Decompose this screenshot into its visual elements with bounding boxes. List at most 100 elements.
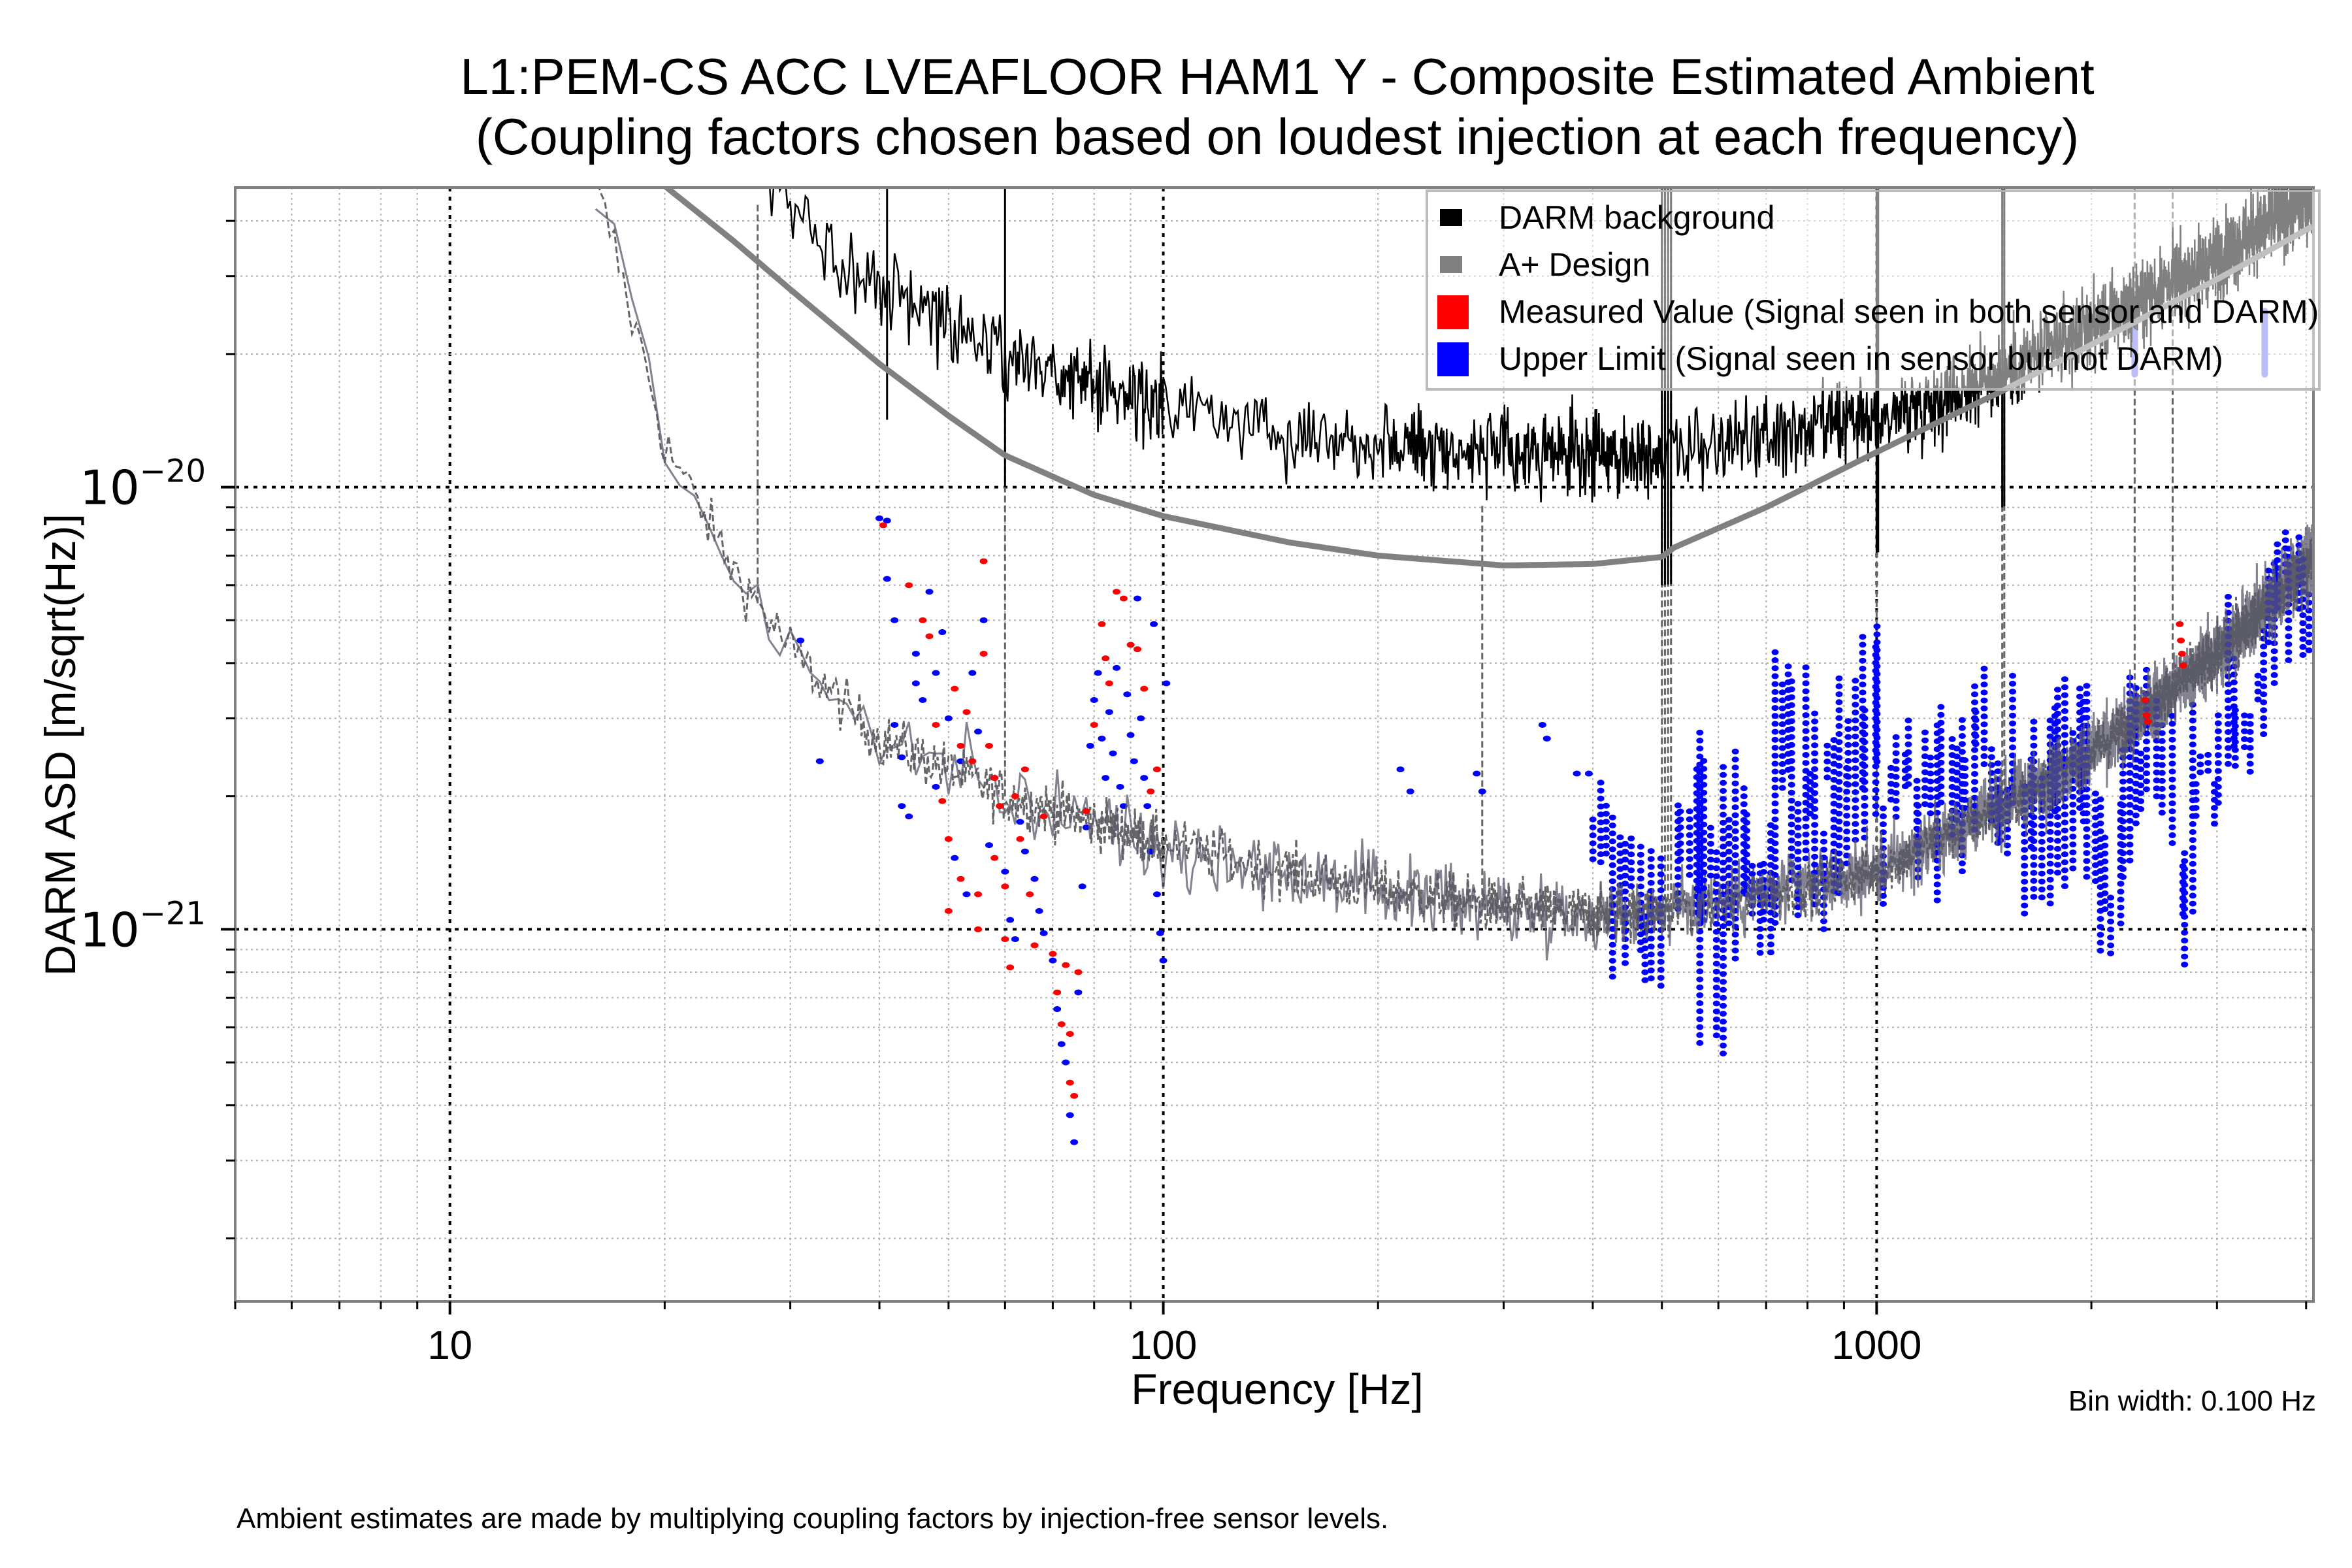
upper-limit-point <box>2009 712 2016 719</box>
upper-limit-point <box>1802 847 1810 854</box>
upper-limit-point <box>1616 834 1624 841</box>
upper-limit-point <box>1927 794 1935 800</box>
upper-limit-point <box>1788 742 1795 748</box>
upper-limit-point <box>1771 713 1779 719</box>
upper-limit-point <box>1937 776 1945 782</box>
upper-limit-point <box>1771 832 1779 838</box>
upper-limit-point <box>883 576 891 582</box>
upper-limit-point <box>1707 840 1714 847</box>
upper-limit-point <box>1627 835 1635 841</box>
upper-limit-point <box>1771 753 1779 759</box>
upper-limit-point <box>1913 785 1921 792</box>
upper-limit-point <box>1712 968 1720 975</box>
upper-limit-point <box>1720 1019 1727 1025</box>
upper-limit-point <box>2069 833 2077 840</box>
upper-limit-point <box>1852 821 1859 827</box>
upper-limit-point <box>2230 679 2238 685</box>
upper-limit-point <box>2153 745 2161 752</box>
upper-limit-point <box>1771 665 1779 672</box>
upper-limit-point <box>1811 798 1819 804</box>
upper-limit-point <box>1657 983 1665 989</box>
upper-limit-point <box>1647 879 1655 886</box>
upper-limit-point <box>1823 766 1831 773</box>
upper-limit-point <box>1637 843 1644 850</box>
upper-limit-point <box>1861 811 1869 817</box>
upper-limit-point <box>2061 724 2068 730</box>
upper-limit-point <box>2119 770 2127 777</box>
upper-limit-point <box>2004 842 2011 849</box>
upper-limit-point <box>2192 789 2200 795</box>
upper-limit-point <box>2305 639 2313 645</box>
upper-limit-point <box>2158 785 2166 792</box>
upper-limit-point <box>2192 796 2200 803</box>
upper-limit-point <box>1852 765 1859 772</box>
upper-limit-point <box>1843 821 1851 827</box>
upper-limit-point <box>2119 866 2127 872</box>
upper-limit-point <box>2260 683 2268 689</box>
upper-limit-point <box>1958 725 1966 731</box>
upper-limit-point <box>1835 739 1843 745</box>
upper-limit-point <box>1597 851 1605 857</box>
upper-limit-point <box>1778 737 1786 743</box>
upper-limit-point <box>1771 784 1779 791</box>
upper-limit-point <box>1143 803 1152 809</box>
upper-limit-point <box>2189 892 2197 899</box>
upper-limit-point <box>2192 781 2200 787</box>
upper-limit-point <box>898 754 906 760</box>
measured-value-point <box>1011 793 1019 800</box>
upper-limit-point <box>2299 612 2307 619</box>
legend-swatch-gray-icon <box>1440 256 1462 273</box>
upper-limit-point <box>1597 827 1605 834</box>
upper-limit-point <box>2030 886 2038 892</box>
upper-limit-point <box>1971 779 1978 785</box>
upper-limit-point <box>2214 712 2222 719</box>
upper-limit-point <box>1904 765 1912 772</box>
measured-value-point <box>1152 766 1161 773</box>
upper-limit-point <box>1927 802 1935 809</box>
measured-value-point <box>1126 642 1135 648</box>
upper-limit-point <box>1676 856 1684 862</box>
upper-limit-point <box>2299 652 2307 658</box>
upper-limit-point <box>1725 920 1733 926</box>
upper-limit-point <box>1811 718 1819 725</box>
upper-limit-point <box>2274 549 2281 555</box>
upper-limit-point <box>2097 939 2104 946</box>
measured-value-point <box>1001 936 1009 942</box>
measured-value-point <box>974 926 983 932</box>
upper-limit-point <box>2254 689 2262 694</box>
legend-label: Measured Value (Signal seen in both sens… <box>1499 293 2319 330</box>
upper-limit-point <box>1794 832 1802 839</box>
upper-limit-point <box>2189 900 2197 907</box>
upper-limit-point <box>1696 1032 1704 1038</box>
upper-limit-point <box>2214 752 2222 759</box>
upper-limit-point <box>2009 720 2016 727</box>
upper-limit-point <box>1641 953 1649 960</box>
upper-limit-point <box>2181 890 2189 896</box>
upper-limit-point <box>1622 880 1629 887</box>
upper-limit-point <box>1835 779 1843 785</box>
upper-limit-point <box>1892 742 1900 748</box>
upper-limit-point <box>1852 837 1859 843</box>
upper-limit-point <box>2230 695 2238 702</box>
upper-limit-point <box>1904 749 1912 755</box>
legend: DARM background A+ Design Measured Value… <box>1426 189 2321 391</box>
upper-limit-point <box>2260 715 2268 721</box>
upper-limit-point <box>1609 934 1616 940</box>
upper-limit-point <box>2046 853 2054 859</box>
upper-limit-point <box>2264 639 2272 645</box>
upper-limit-point <box>2038 886 2046 892</box>
upper-limit-point <box>2168 753 2176 759</box>
upper-limit-point <box>1971 699 1978 706</box>
upper-limit-point <box>1771 848 1779 855</box>
upper-limit-point <box>1686 840 1693 846</box>
upper-limit-point <box>1700 813 1708 820</box>
upper-limit-point <box>1707 849 1714 855</box>
upper-limit-point <box>1700 766 1708 772</box>
upper-limit-point <box>1602 842 1610 849</box>
upper-limit-point <box>2153 785 2161 792</box>
upper-limit-point <box>1892 798 1900 804</box>
upper-limit-point <box>1756 926 1764 932</box>
upper-limit-point <box>1980 729 1988 736</box>
upper-limit-point <box>1647 967 1655 973</box>
upper-limit-point <box>1953 769 1961 776</box>
